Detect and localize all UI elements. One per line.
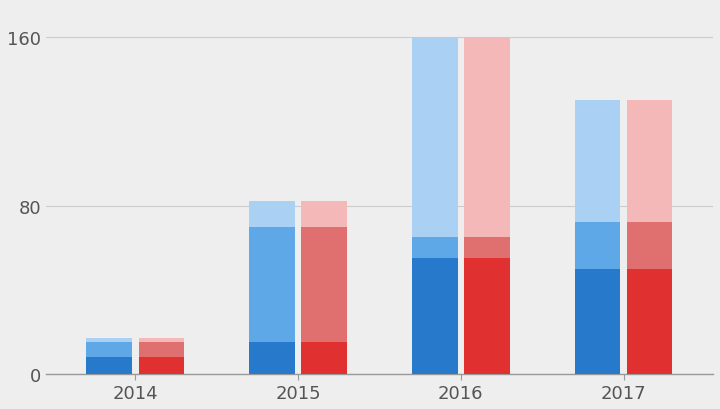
Bar <box>301 342 347 374</box>
Bar <box>412 238 457 258</box>
Bar <box>86 357 132 374</box>
Bar <box>575 101 621 223</box>
Bar <box>627 101 672 223</box>
Bar <box>575 223 621 269</box>
Bar <box>138 357 184 374</box>
Bar <box>412 38 457 238</box>
Bar <box>249 227 294 342</box>
Bar <box>249 202 294 227</box>
Bar <box>138 338 184 342</box>
Bar <box>464 238 510 258</box>
Bar <box>249 342 294 374</box>
Bar <box>301 202 347 227</box>
Bar <box>86 342 132 357</box>
Bar <box>301 227 347 342</box>
Bar <box>627 223 672 269</box>
Bar <box>138 342 184 357</box>
Bar <box>464 38 510 238</box>
Bar <box>464 258 510 374</box>
Bar <box>627 269 672 374</box>
Bar <box>412 258 457 374</box>
Bar <box>575 269 621 374</box>
Bar <box>86 338 132 342</box>
